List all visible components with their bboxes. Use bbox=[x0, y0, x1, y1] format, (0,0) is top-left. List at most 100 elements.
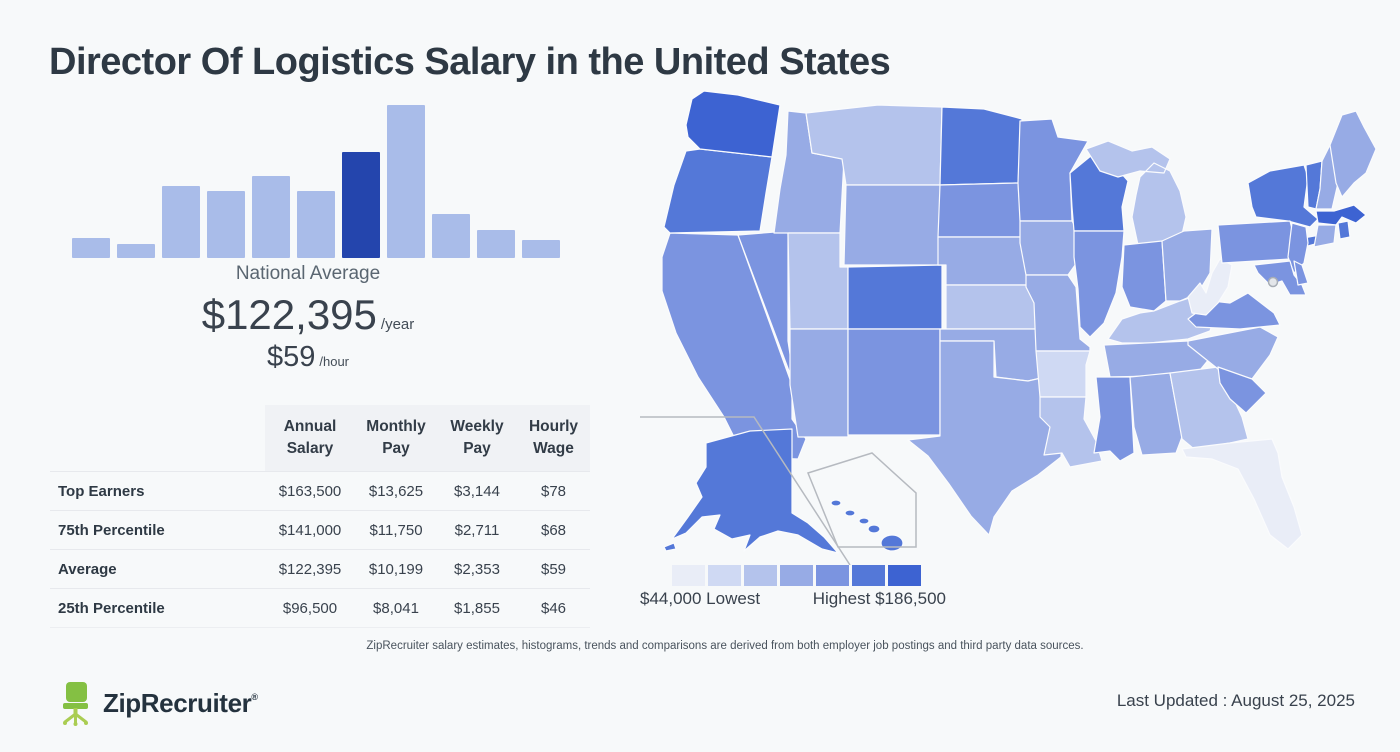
cell-weekly: $1,855 bbox=[437, 588, 517, 628]
national-average-hourly-value: $59 bbox=[266, 341, 316, 373]
state-MA[interactable] bbox=[1315, 204, 1367, 226]
national-average-annual-value: $122,395 bbox=[201, 291, 377, 338]
row-label: 25th Percentile bbox=[50, 588, 265, 628]
state-IN[interactable] bbox=[1121, 240, 1167, 312]
ziprecruiter-logo[interactable]: ZipRecruiter® bbox=[60, 680, 258, 726]
row-label: Average bbox=[50, 549, 265, 589]
state-WV[interactable] bbox=[1187, 258, 1233, 316]
state-AZ[interactable] bbox=[789, 328, 849, 438]
cell-monthly: $10,199 bbox=[355, 549, 437, 589]
state-WA[interactable] bbox=[685, 90, 781, 158]
state-SC[interactable] bbox=[1217, 366, 1267, 414]
legend-swatch bbox=[744, 565, 777, 586]
legend-swatch bbox=[672, 565, 705, 586]
cell-annual: $122,395 bbox=[265, 549, 355, 589]
table-header-row: Annual Salary Monthly Pay Weekly Pay Hourly… bbox=[50, 405, 590, 472]
state-IA[interactable] bbox=[1019, 220, 1081, 276]
state-NC[interactable] bbox=[1187, 326, 1279, 380]
state-IL[interactable] bbox=[1073, 230, 1125, 338]
state-HI[interactable] bbox=[830, 499, 904, 552]
state-SD[interactable] bbox=[937, 182, 1023, 238]
national-average-label: National Average bbox=[235, 263, 381, 284]
cell-hourly: $46 bbox=[517, 588, 590, 628]
histogram-bar bbox=[432, 214, 470, 258]
histogram-bar bbox=[162, 186, 200, 258]
salary-table: Annual Salary Monthly Pay Weekly Pay Hourly… bbox=[50, 405, 590, 628]
cell-annual: $96,500 bbox=[265, 588, 355, 628]
cell-hourly: $68 bbox=[517, 510, 590, 550]
state-AK[interactable] bbox=[663, 428, 839, 554]
histogram-bar bbox=[297, 191, 335, 258]
cell-weekly: $3,144 bbox=[437, 471, 517, 511]
legend-swatch bbox=[780, 565, 813, 586]
state-RI[interactable] bbox=[1337, 220, 1351, 240]
last-updated-text: Last Updated : August 25, 2025 bbox=[1116, 691, 1355, 710]
legend-swatch bbox=[852, 565, 885, 586]
inset-border-alaska bbox=[640, 416, 851, 565]
state-CT[interactable] bbox=[1313, 224, 1337, 248]
state-UT[interactable] bbox=[787, 232, 849, 330]
legend-label-lowest: $44,000 Lowest bbox=[640, 589, 761, 608]
state-OR[interactable] bbox=[663, 148, 773, 234]
row-label: Top Earners bbox=[50, 471, 265, 511]
state-CO[interactable] bbox=[847, 264, 943, 330]
dc-marker[interactable] bbox=[1267, 276, 1279, 288]
state-MS[interactable] bbox=[1093, 376, 1135, 462]
histogram-bar bbox=[72, 238, 110, 258]
histogram-bar bbox=[252, 176, 290, 258]
disclaimer-text: ZipRecruiter salary estimates, histogram… bbox=[366, 640, 1084, 652]
cell-hourly: $59 bbox=[517, 549, 590, 589]
national-average-annual-unit: /year bbox=[380, 316, 415, 333]
row-label: 75th Percentile bbox=[50, 510, 265, 550]
state-MI[interactable] bbox=[1085, 140, 1187, 246]
state-NM[interactable] bbox=[847, 328, 941, 436]
inset-border-hawaii bbox=[806, 452, 917, 548]
state-WY[interactable] bbox=[843, 184, 943, 266]
cell-monthly: $8,041 bbox=[355, 588, 437, 628]
state-PA[interactable] bbox=[1217, 220, 1299, 264]
cell-hourly: $78 bbox=[517, 471, 590, 511]
state-ND[interactable] bbox=[939, 106, 1023, 186]
table-header-hourly-wage: Hourly Wage bbox=[517, 405, 590, 472]
us-salary-map bbox=[640, 90, 1377, 565]
histogram-bar bbox=[387, 105, 425, 258]
legend-swatch bbox=[708, 565, 741, 586]
table-row-top-earners: Top Earners $163,500 $13,625 $3,144 $78 bbox=[50, 471, 590, 511]
table-header-monthly-pay: Monthly Pay bbox=[355, 405, 437, 472]
state-LA[interactable] bbox=[1039, 396, 1103, 468]
state-FL[interactable] bbox=[1181, 438, 1303, 550]
cell-annual: $163,500 bbox=[265, 471, 355, 511]
salary-histogram bbox=[72, 105, 566, 258]
state-TX[interactable] bbox=[907, 340, 1063, 536]
map-legend-labels: $44,000 Lowest Highest $186,500 bbox=[640, 589, 946, 609]
state-DE[interactable] bbox=[1293, 260, 1309, 286]
brand-wordmark: ZipRecruiter® bbox=[103, 687, 258, 718]
national-average-hourly-unit: /hour bbox=[319, 354, 350, 369]
map-legend-scale bbox=[672, 565, 921, 586]
state-MD[interactable] bbox=[1253, 260, 1307, 296]
state-AR[interactable] bbox=[1035, 350, 1091, 398]
state-NV[interactable] bbox=[737, 230, 796, 388]
table-row-25th-percentile: 25th Percentile $96,500 $8,041 $1,855 $4… bbox=[50, 588, 590, 628]
legend-label-highest: Highest $186,500 bbox=[812, 589, 946, 608]
table-header-annual-salary: Annual Salary bbox=[265, 405, 355, 472]
page-title: Director Of Logistics Salary in the Unit… bbox=[49, 41, 891, 84]
cell-annual: $141,000 bbox=[265, 510, 355, 550]
state-MO[interactable] bbox=[1025, 274, 1091, 352]
legend-swatch bbox=[816, 565, 849, 586]
registered-mark: ® bbox=[251, 691, 258, 702]
national-average-block: National Average $122,395/year $59/hour bbox=[50, 263, 566, 372]
table-header-blank bbox=[50, 405, 265, 472]
histogram-bar-highlighted bbox=[342, 152, 380, 258]
table-row-75th-percentile: 75th Percentile $141,000 $11,750 $2,711 … bbox=[50, 510, 590, 550]
table-header-weekly-pay: Weekly Pay bbox=[437, 405, 517, 472]
cell-monthly: $11,750 bbox=[355, 510, 437, 550]
legend-swatch bbox=[888, 565, 921, 586]
cell-weekly: $2,353 bbox=[437, 549, 517, 589]
state-ME[interactable] bbox=[1329, 110, 1377, 198]
histogram-bar bbox=[207, 191, 245, 258]
cell-monthly: $13,625 bbox=[355, 471, 437, 511]
histogram-bar bbox=[117, 244, 155, 258]
chair-icon bbox=[63, 682, 88, 726]
cell-weekly: $2,711 bbox=[437, 510, 517, 550]
